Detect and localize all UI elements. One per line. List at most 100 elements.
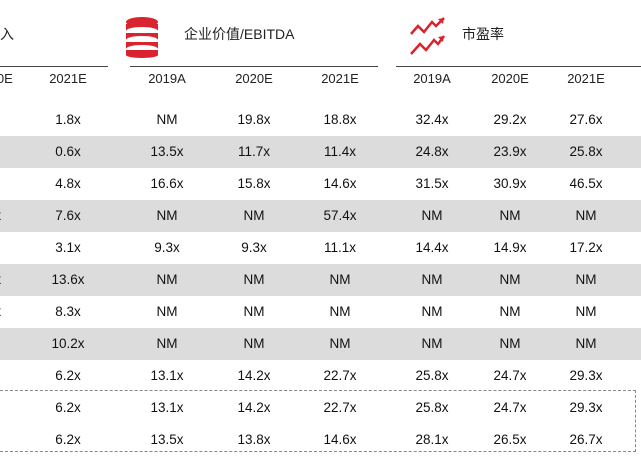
table-cell: 22.7x bbox=[323, 400, 357, 415]
table-cell: 11.7x bbox=[237, 144, 271, 159]
table-cell: 14.2x bbox=[237, 400, 271, 415]
table-cell: 5x bbox=[0, 296, 29, 328]
table-cell: 14.6x bbox=[323, 432, 357, 447]
table-cell: 22.7x bbox=[323, 368, 357, 383]
table-cell: 14.6x bbox=[323, 176, 357, 191]
table-cell: NM bbox=[156, 208, 178, 223]
table-cell: 13.1x bbox=[150, 400, 184, 415]
table-cell: x bbox=[0, 360, 29, 392]
table-cell: 27.6x bbox=[569, 112, 603, 127]
table-cell: 11.1x bbox=[323, 240, 357, 255]
table-cell: NM bbox=[499, 208, 521, 223]
table-cell: 1.8x bbox=[55, 112, 81, 127]
table-cell: NM bbox=[575, 272, 597, 287]
table-cell: 46.5x bbox=[569, 176, 603, 191]
table-cell: 0x bbox=[0, 200, 29, 232]
table-cell: M bbox=[0, 328, 29, 360]
table-cell: NM bbox=[243, 208, 265, 223]
pe-group-title: 市盈率 bbox=[462, 26, 504, 42]
ev-ebitda-group-title: 企业价值/EBITDA bbox=[184, 26, 295, 42]
table-cell: NM bbox=[156, 336, 178, 351]
table-row: M 10.2x NM NM NM NM NM NM bbox=[0, 328, 641, 360]
table-cell: x bbox=[0, 232, 29, 264]
table-row: x 3.1x 9.3x 9.3x 11.1x 14.4x 14.9x 17.2x bbox=[0, 232, 641, 264]
table-row: x 4.8x 16.6x 15.8x 14.6x 31.5x 30.9x 46.5x bbox=[0, 168, 641, 200]
table-cell: 57.4x bbox=[323, 208, 357, 223]
column-header: 2020E bbox=[491, 71, 529, 86]
table-cell: 10.2x bbox=[51, 336, 85, 351]
table-cell: 29.2x bbox=[493, 112, 527, 127]
table-cell: 13.6x bbox=[51, 272, 85, 287]
table-cell: 19.8x bbox=[237, 112, 271, 127]
table-cell: 7.6x bbox=[55, 208, 81, 223]
coin-stack-icon bbox=[126, 17, 158, 58]
table-cell: 0x bbox=[0, 264, 29, 296]
table-cell: 15.8x bbox=[237, 176, 271, 191]
column-header: 2021E bbox=[49, 71, 87, 86]
revenue-group-title: 收入 bbox=[0, 26, 14, 42]
table-cell: NM bbox=[243, 272, 265, 287]
table-row: x 1.8x NM 19.8x 18.8x 32.4x 29.2x 27.6x bbox=[0, 104, 641, 136]
table-cell: 28.1x bbox=[415, 432, 449, 447]
table-row: 0x 13.6x NM NM NM NM NM NM bbox=[0, 264, 641, 296]
column-header: 2019A bbox=[413, 71, 451, 86]
table-cell: NM bbox=[499, 336, 521, 351]
table-cell: 25.8x bbox=[569, 144, 603, 159]
table-cell: 23.9x bbox=[493, 144, 527, 159]
table-cell: 11.4x bbox=[323, 144, 357, 159]
table-cell: 13.8x bbox=[237, 432, 271, 447]
table-cell: 16.6x bbox=[150, 176, 184, 191]
table-cell: 18.8x bbox=[323, 112, 357, 127]
table-cell: x bbox=[0, 136, 29, 168]
table-cell: 24.7x bbox=[493, 400, 527, 415]
table-cell: 32.4x bbox=[415, 112, 449, 127]
table-cell: NM bbox=[575, 336, 597, 351]
table-cell: NM bbox=[156, 272, 178, 287]
table-cell: NM bbox=[156, 304, 178, 319]
table-cell: NM bbox=[421, 304, 443, 319]
table-cell: 29.3x bbox=[569, 400, 603, 415]
table-row: 5x 8.3x NM NM NM NM NM NM bbox=[0, 296, 641, 328]
table-cell: NM bbox=[421, 208, 443, 223]
trend-line-icon bbox=[410, 17, 445, 55]
table-cell: 24.7x bbox=[493, 368, 527, 383]
table-cell: 3.1x bbox=[55, 240, 81, 255]
table-cell: NM bbox=[329, 336, 351, 351]
table-cell: 8.3x bbox=[55, 304, 81, 319]
table-cell: NM bbox=[499, 272, 521, 287]
table-cell: 13.1x bbox=[150, 368, 184, 383]
column-header: 2019A bbox=[148, 71, 186, 86]
table-cell: x bbox=[0, 104, 29, 136]
table-cell: x bbox=[0, 168, 29, 200]
column-header: 2021E bbox=[567, 71, 605, 86]
table-cell: 25.8x bbox=[415, 368, 449, 383]
table-cell: 14.2x bbox=[237, 368, 271, 383]
table-cell: 30.9x bbox=[493, 176, 527, 191]
pe-group-rule bbox=[396, 66, 641, 67]
table-cell: 17.2x bbox=[569, 240, 603, 255]
table-cell: 9.3x bbox=[154, 240, 180, 255]
table-row: 0x 7.6x NM NM 57.4x NM NM NM bbox=[0, 200, 641, 232]
table-cell: 0.6x bbox=[55, 144, 81, 159]
table-cell: 26.5x bbox=[493, 432, 527, 447]
table-cell: 6.2x bbox=[55, 368, 81, 383]
table-cell: 6.2x bbox=[55, 400, 81, 415]
table-cell: NM bbox=[499, 304, 521, 319]
table-cell: NM bbox=[243, 336, 265, 351]
table-cell: 13.5x bbox=[150, 144, 184, 159]
column-header: 2021E bbox=[321, 71, 359, 86]
table-cell: 29.3x bbox=[569, 368, 603, 383]
summary-highlight-box bbox=[0, 390, 636, 452]
table-cell: NM bbox=[421, 336, 443, 351]
table-row: x 6.2x 13.1x 14.2x 22.7x 25.8x 24.7x 29.3x bbox=[0, 360, 641, 392]
table-cell: 6.2x bbox=[55, 432, 81, 447]
column-header: 2020E bbox=[0, 71, 13, 86]
column-header: 2020E bbox=[235, 71, 273, 86]
table-cell: 31.5x bbox=[415, 176, 449, 191]
table-cell: 13.5x bbox=[150, 432, 184, 447]
table-cell: NM bbox=[575, 208, 597, 223]
table-cell: 14.9x bbox=[493, 240, 527, 255]
table-cell: 9.3x bbox=[241, 240, 267, 255]
